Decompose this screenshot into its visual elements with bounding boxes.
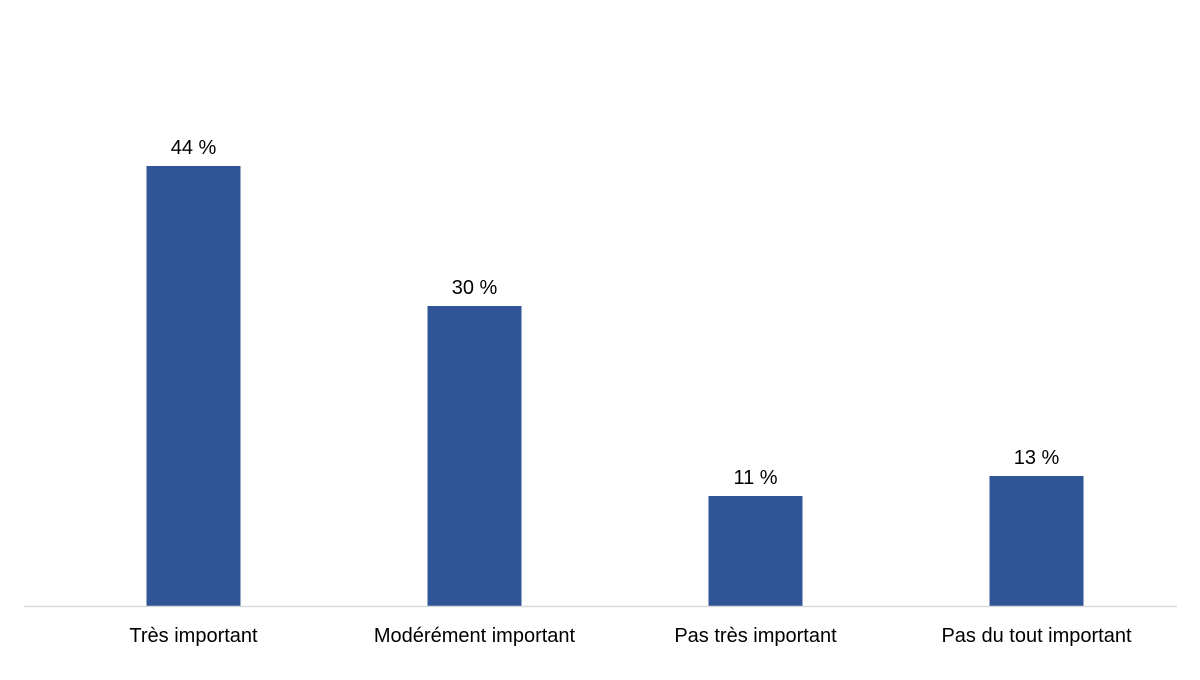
bar-4	[989, 476, 1084, 606]
category-label-1: Très important	[129, 625, 258, 647]
category-label-3: Pas très important	[674, 625, 837, 647]
bar-3	[708, 496, 803, 606]
labels-layer: 44 % Très important 30 % Modérément importa…	[129, 137, 1132, 647]
bars-layer	[146, 166, 1084, 606]
data-label-3: 11 %	[733, 467, 777, 489]
bar-2	[427, 306, 522, 606]
data-label-2: 30 %	[452, 277, 498, 299]
data-label-1: 44 %	[171, 137, 217, 159]
data-label-4: 13 %	[1014, 447, 1060, 469]
category-label-2: Modérément important	[374, 625, 576, 647]
category-label-4: Pas du tout important	[941, 625, 1132, 647]
bar-1	[146, 166, 241, 606]
